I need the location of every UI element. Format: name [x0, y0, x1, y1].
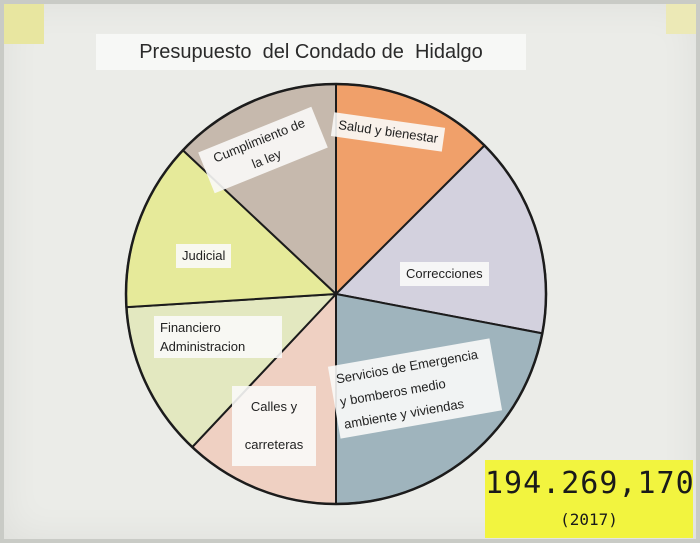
slice-label-calles: Calles y carreteras: [232, 386, 316, 466]
tape-corner: [666, 4, 696, 34]
pie-outline: [124, 82, 548, 506]
slice-label-judicial: Judicial: [176, 244, 232, 268]
slice-label-financiero: Financiero Administracion: [154, 316, 282, 358]
total-budget-box: 194.269,170 (2017): [485, 460, 695, 538]
total-budget-value: 194.269,170: [485, 466, 695, 501]
slice-label-correcciones: Correcciones: [400, 262, 489, 286]
budget-year: (2017): [560, 510, 618, 529]
chart-title: Presupuesto del Condado de Hidalgo: [96, 34, 526, 70]
tape-corner: [4, 4, 44, 44]
